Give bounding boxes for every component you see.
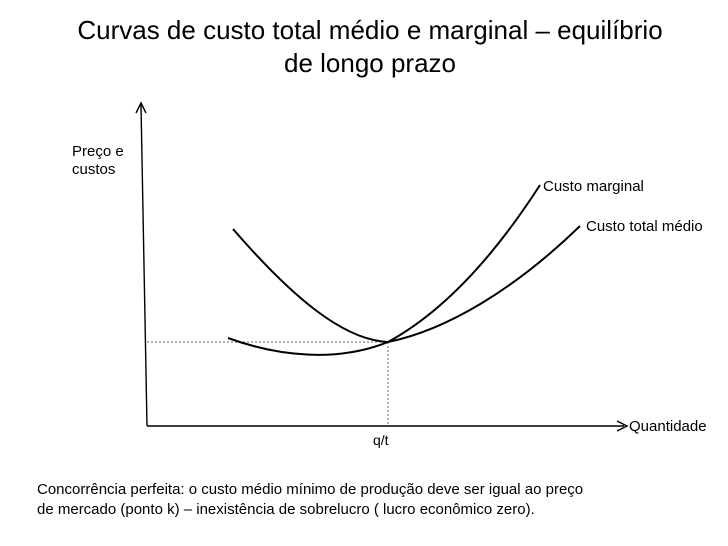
series-line-custo-marginal bbox=[227, 184, 541, 356]
series-label-custo-marginal: Custo marginal bbox=[543, 178, 644, 195]
y-axis-arrow bbox=[135, 101, 147, 114]
chart-title: Curvas de custo total médio e marginal –… bbox=[20, 14, 720, 80]
y-axis bbox=[140, 104, 148, 427]
y-axis-label-line-2: custos bbox=[72, 161, 116, 178]
x-axis-arrow bbox=[616, 420, 629, 432]
caption-line-1: Concorrência perfeita: o custo médio mín… bbox=[37, 481, 584, 498]
caption-line-2: de mercado (ponto k) – inexistência de s… bbox=[37, 501, 535, 518]
y-axis-label: Preço e custos bbox=[72, 143, 124, 179]
chart-title-line-1: Curvas de custo total médio e marginal –… bbox=[77, 15, 663, 45]
caption: Concorrência perfeita: o custo médio mín… bbox=[37, 480, 717, 520]
chart-title-line-2: de longo prazo bbox=[283, 48, 457, 78]
y-axis-label-line-1: Preço e bbox=[72, 143, 124, 160]
x-axis-label: Quantidade bbox=[629, 418, 707, 435]
series-label-custo-total-medio: Custo total médio bbox=[586, 218, 703, 235]
x-tick-label-q-t: q/t bbox=[373, 432, 389, 448]
series-line-custo-total-medio bbox=[232, 225, 581, 344]
